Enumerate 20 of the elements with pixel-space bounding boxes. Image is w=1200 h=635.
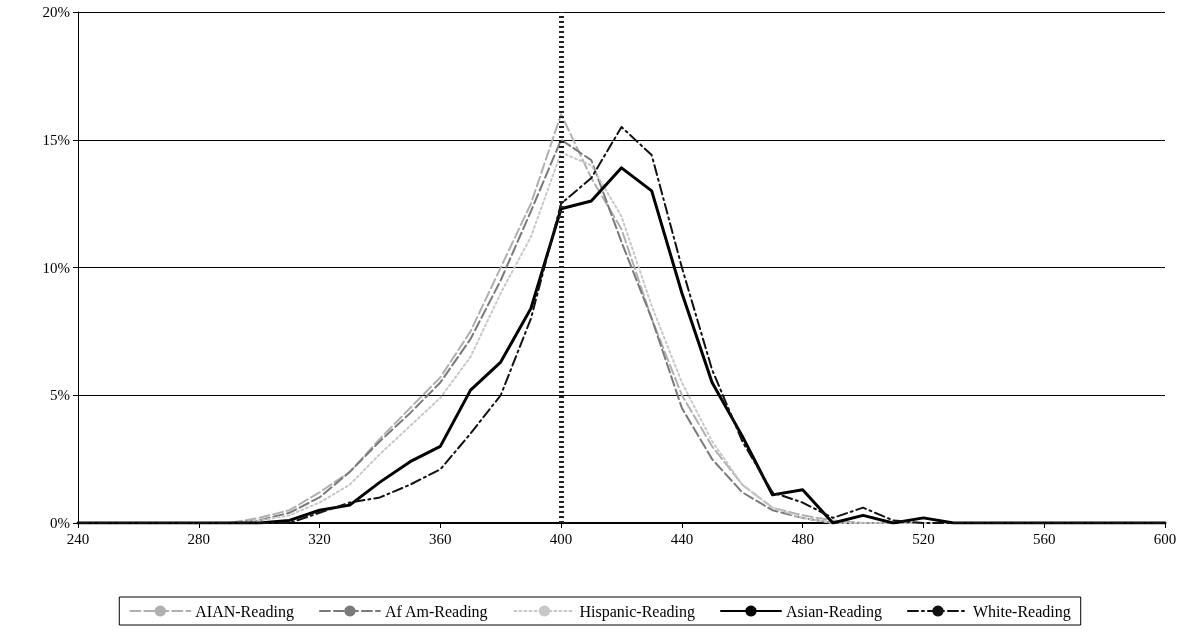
x-tick-label: 600 [1153,530,1177,547]
x-tick-label: 560 [1032,530,1056,547]
y-tick-label: 10% [42,259,70,276]
x-tick-label: 520 [912,530,935,547]
legend-label: AIAN-Reading [195,602,294,621]
x-tick-label: 480 [791,530,814,547]
x-tick-label: 360 [429,530,452,547]
x-tick-label: 280 [187,530,211,547]
legend-label: Af Am-Reading [384,602,488,621]
legend-label: Asian-Reading [785,602,882,621]
y-tick-label: 20% [42,4,70,20]
legend-label: White-Reading [972,602,1071,621]
y-tick-label: 5% [50,387,70,404]
y-tick-label: 15% [42,131,70,148]
x-tick-label: 400 [549,530,573,547]
legend-label: Hispanic-Reading [579,602,695,621]
x-tick-label: 240 [66,530,90,547]
x-tick-label: 320 [308,530,331,547]
y-tick-label: 0% [50,515,70,531]
x-tick-label: 440 [670,530,694,547]
